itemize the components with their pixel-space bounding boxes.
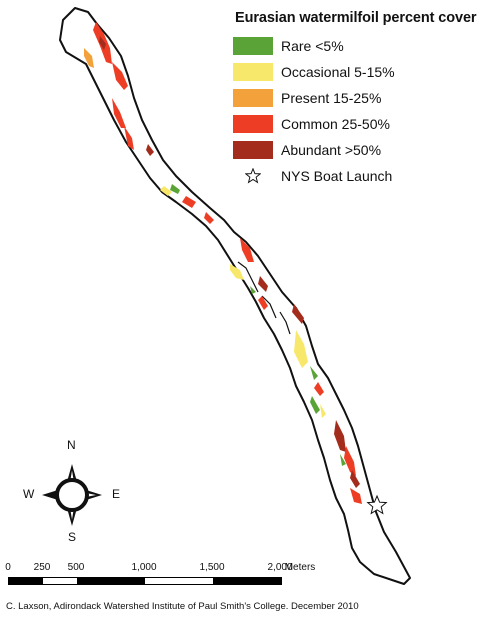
legend-swatch xyxy=(233,89,273,107)
legend-item-boat-launch: NYS Boat Launch xyxy=(233,164,479,188)
legend-swatch xyxy=(233,63,273,81)
legend-label: NYS Boat Launch xyxy=(281,168,393,184)
legend-swatch xyxy=(233,115,273,133)
legend-swatch xyxy=(233,37,273,55)
compass-south-label: S xyxy=(68,530,77,544)
legend-label: Abundant >50% xyxy=(281,142,382,158)
legend-item: Rare <5% xyxy=(233,34,479,58)
patch-common xyxy=(112,62,128,90)
legend-items: Rare <5% Occasional 5-15% Present 15-25% Co… xyxy=(233,34,479,162)
patch-common xyxy=(124,126,134,150)
legend-label: Occasional 5-15% xyxy=(281,64,395,80)
patch-occasional xyxy=(160,186,172,196)
patch-common xyxy=(112,98,126,128)
patch-rare xyxy=(310,396,320,414)
patch-occasional xyxy=(320,404,326,418)
legend-swatch xyxy=(233,141,273,159)
legend-title: Eurasian watermilfoil percent cover xyxy=(235,10,477,26)
star-icon xyxy=(233,167,273,185)
legend-item: Common 25-50% xyxy=(233,112,479,136)
legend-item: Abundant >50% xyxy=(233,138,479,162)
legend-label: Common 25-50% xyxy=(281,116,390,132)
compass-east-label: E xyxy=(112,487,121,501)
patch-common xyxy=(350,488,362,504)
patch-abundant xyxy=(146,144,154,156)
credit-line: C. Laxson, Adirondack Watershed Institut… xyxy=(6,601,359,612)
scale-tick-label: 1,000 xyxy=(131,562,157,573)
legend-item: Present 15-25% xyxy=(233,86,479,110)
patch-abundant xyxy=(292,304,304,324)
scale-labels: 0 250 500 1,000 1,500 2,000 Meters xyxy=(5,562,315,576)
patch-abundant xyxy=(99,36,106,50)
legend: Eurasian watermilfoil percent cover Rare… xyxy=(233,10,479,190)
scale-unit-label: Meters xyxy=(284,562,316,573)
scale-tick-label: 1,500 xyxy=(199,562,225,573)
patch-abundant xyxy=(350,470,360,488)
compass-north-label: N xyxy=(67,438,76,452)
scale-bar-graphic xyxy=(8,577,282,585)
patch-present xyxy=(84,48,94,68)
patch-rare xyxy=(250,286,256,294)
scale-bar: 0 250 500 1,000 1,500 2,000 Meters xyxy=(5,562,315,585)
patch-rare xyxy=(340,454,346,466)
patch-common xyxy=(240,238,254,262)
patch-occasional xyxy=(294,330,308,368)
legend-label: Rare <5% xyxy=(281,38,344,54)
milfoil-patches xyxy=(84,22,362,504)
patch-common xyxy=(258,296,268,310)
scale-tick-label: 500 xyxy=(67,562,85,573)
patch-common xyxy=(314,382,324,396)
patch-abundant xyxy=(334,420,346,452)
patch-abundant xyxy=(258,276,268,292)
scale-tick-label: 2,000 xyxy=(267,562,293,573)
shoreline-detail xyxy=(237,261,291,335)
boat-launch-star-icon xyxy=(366,494,388,515)
compass-west-label: W xyxy=(23,487,35,501)
patch-occasional xyxy=(230,264,244,280)
scale-tick-label: 250 xyxy=(33,562,51,573)
compass-rose-icon xyxy=(42,464,102,526)
patch-rare xyxy=(170,184,180,194)
legend-item: Occasional 5-15% xyxy=(233,60,479,84)
patch-common xyxy=(344,446,356,476)
patch-rare xyxy=(310,366,318,380)
patch-common xyxy=(182,196,196,208)
legend-label: Present 15-25% xyxy=(281,90,382,106)
scale-tick-label: 0 xyxy=(5,562,11,573)
patch-common xyxy=(204,212,214,224)
